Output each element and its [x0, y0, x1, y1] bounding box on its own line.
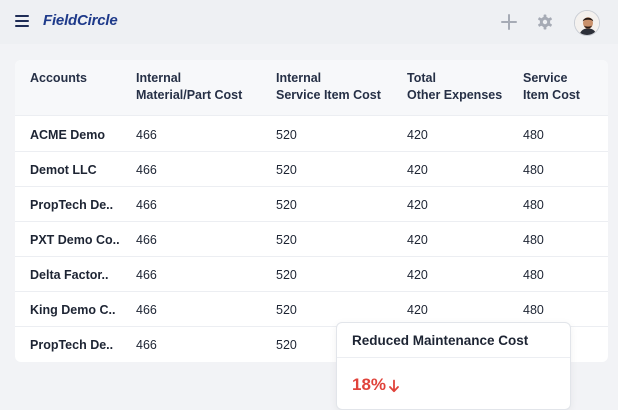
material-cost: 466: [136, 233, 157, 247]
plus-icon[interactable]: [499, 12, 519, 32]
service-item-internal-cost: 520: [276, 163, 297, 177]
service-item-cost: 480: [523, 128, 544, 142]
other-expenses: 420: [407, 198, 428, 212]
other-expenses: 420: [407, 233, 428, 247]
column-header-other-expenses[interactable]: Total Other Expenses: [407, 71, 503, 102]
other-expenses: 420: [407, 268, 428, 282]
top-bar: FieldCircle: [0, 0, 618, 44]
other-expenses: 420: [407, 163, 428, 177]
service-item-cost: 480: [523, 268, 544, 282]
account-name[interactable]: PropTech De..: [30, 198, 114, 212]
divider: [337, 357, 570, 358]
reduction-percentage: 18%: [352, 375, 387, 394]
service-item-cost: 480: [523, 198, 544, 212]
service-item-internal-cost: 520: [276, 303, 297, 317]
column-header-service-item-internal[interactable]: Internal Service Item Cost: [276, 71, 381, 102]
table-row[interactable]: PXT Demo Co.. 466 520 420 480: [15, 222, 608, 257]
material-cost: 466: [136, 128, 157, 142]
table-header: Accounts Internal Material/Part Cost Int…: [15, 60, 608, 116]
column-header-service-item-cost[interactable]: Service Item Cost: [523, 71, 580, 102]
table-row[interactable]: King Demo C.. 466 520 420 480: [15, 292, 608, 327]
material-cost: 466: [136, 338, 157, 352]
account-name[interactable]: King Demo C..: [30, 303, 116, 317]
service-item-cost: 480: [523, 303, 544, 317]
service-item-cost: 480: [523, 233, 544, 247]
service-item-internal-cost: 520: [276, 268, 297, 282]
accounts-table: Accounts Internal Material/Part Cost Int…: [15, 60, 608, 362]
arrow-down-icon: [389, 379, 399, 393]
column-header-material-cost[interactable]: Internal Material/Part Cost: [136, 71, 243, 102]
gear-icon[interactable]: [535, 12, 555, 32]
column-header-accounts[interactable]: Accounts: [30, 71, 87, 85]
service-item-internal-cost: 520: [276, 233, 297, 247]
service-item-cost: 480: [523, 163, 544, 177]
menu-icon[interactable]: [15, 15, 29, 27]
app-logo[interactable]: FieldCircle: [43, 12, 118, 29]
table-row[interactable]: Demot LLC 466 520 420 480: [15, 152, 608, 187]
account-name[interactable]: Delta Factor..: [30, 268, 109, 282]
account-name[interactable]: Demot LLC: [30, 163, 97, 177]
card-title: Reduced Maintenance Cost: [352, 333, 529, 348]
account-name[interactable]: PropTech De..: [30, 338, 114, 352]
reduced-maintenance-cost-card: Reduced Maintenance Cost 18%: [336, 322, 571, 410]
material-cost: 466: [136, 303, 157, 317]
table-row[interactable]: PropTech De.. 466 520 420 480: [15, 187, 608, 222]
other-expenses: 420: [407, 303, 428, 317]
service-item-internal-cost: 520: [276, 338, 297, 352]
service-item-internal-cost: 520: [276, 128, 297, 142]
account-name[interactable]: ACME Demo: [30, 128, 106, 142]
other-expenses: 420: [407, 128, 428, 142]
avatar[interactable]: [574, 10, 600, 36]
material-cost: 466: [136, 268, 157, 282]
table-row[interactable]: ACME Demo 466 520 420 480: [15, 117, 608, 152]
service-item-internal-cost: 520: [276, 198, 297, 212]
table-row[interactable]: PropTech De.. 466 520: [15, 327, 608, 362]
material-cost: 466: [136, 163, 157, 177]
account-name[interactable]: PXT Demo Co..: [30, 233, 120, 247]
material-cost: 466: [136, 198, 157, 212]
table-row[interactable]: Delta Factor.. 466 520 420 480: [15, 257, 608, 292]
